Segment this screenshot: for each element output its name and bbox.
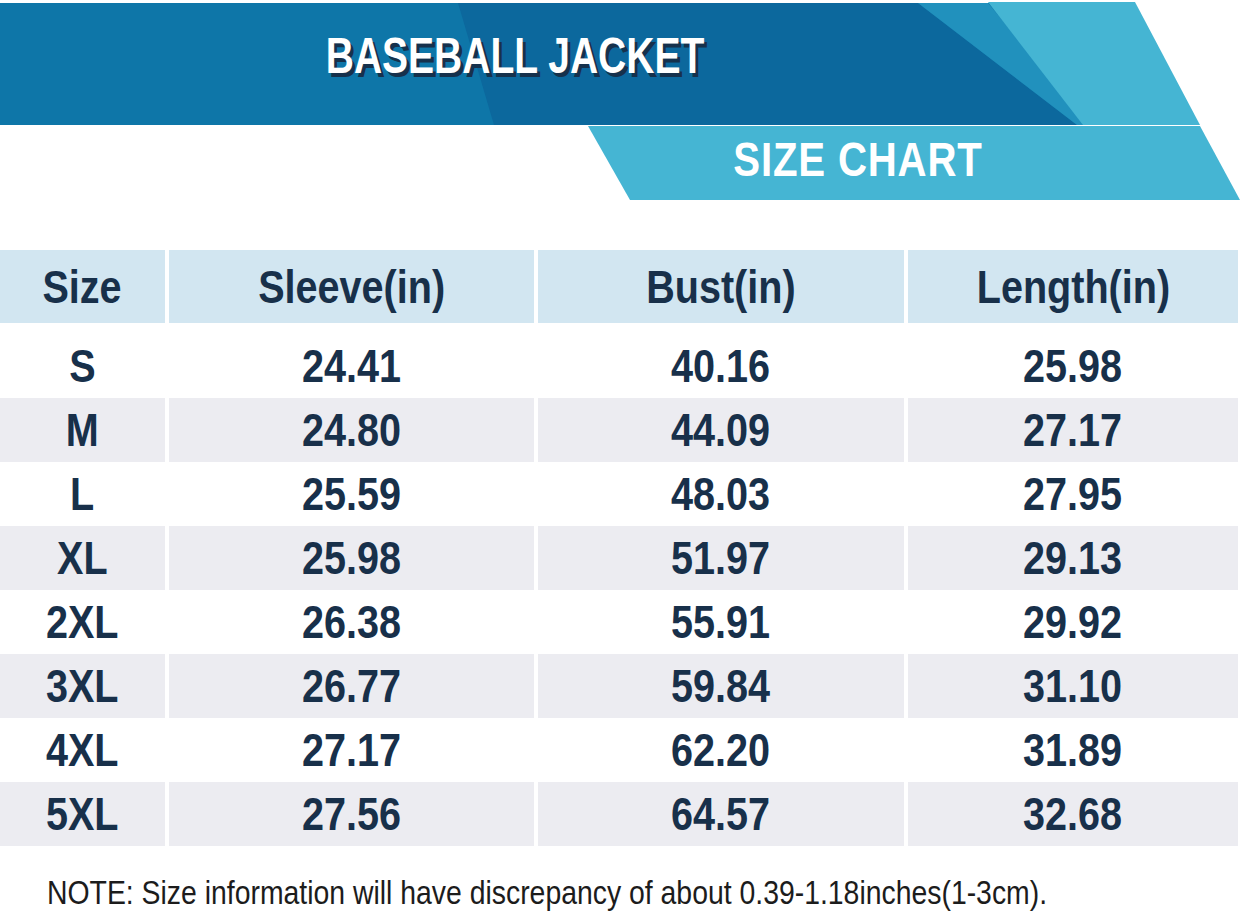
cell-length: 31.89 (908, 718, 1238, 782)
cell-size: S (0, 334, 165, 398)
cell-sleeve: 24.41 (169, 334, 534, 398)
table-header-row: Size Sleeve(in) Bust(in) Length(in) (0, 250, 1238, 323)
cell-bust: 55.91 (538, 590, 904, 654)
cell-bust: 62.20 (538, 718, 904, 782)
cell-bust: 59.84 (538, 654, 904, 718)
size-note: NOTE: Size information will have discrep… (47, 874, 1237, 912)
cell-length: 31.10 (908, 654, 1238, 718)
cell-bust: 40.16 (538, 334, 904, 398)
table-row-l: L 25.59 48.03 27.95 (0, 462, 1238, 526)
cell-sleeve: 25.59 (169, 462, 534, 526)
cell-sleeve: 27.17 (169, 718, 534, 782)
cell-sleeve: 26.38 (169, 590, 534, 654)
size-chart-page: BASEBALL JACKET SIZE CHART Size Sleeve(i… (0, 0, 1243, 919)
cell-length: 27.17 (908, 398, 1238, 462)
cell-sleeve: 24.80 (169, 398, 534, 462)
cell-bust: 48.03 (538, 462, 904, 526)
cell-size: 3XL (0, 654, 165, 718)
cell-size: 4XL (0, 718, 165, 782)
cell-length: 27.95 (908, 462, 1238, 526)
cell-sleeve: 26.77 (169, 654, 534, 718)
page-subtitle: SIZE CHART (637, 133, 1080, 185)
size-note-text: NOTE: Size information will have discrep… (47, 874, 1047, 912)
column-header-length: Length(in) (908, 250, 1238, 323)
cell-length: 25.98 (908, 334, 1238, 398)
page-title: BASEBALL JACKET (113, 27, 916, 85)
table-row-xl: XL 25.98 51.97 29.13 (0, 526, 1238, 590)
cell-bust: 64.57 (538, 782, 904, 846)
cell-size: M (0, 398, 165, 462)
cell-sleeve: 25.98 (169, 526, 534, 590)
table-row-s: S 24.41 40.16 25.98 (0, 334, 1238, 398)
size-table: Size Sleeve(in) Bust(in) Length(in) S 24… (0, 250, 1238, 846)
table-row-2xl: 2XL 26.38 55.91 29.92 (0, 590, 1238, 654)
cell-size: L (0, 462, 165, 526)
cell-size: 5XL (0, 782, 165, 846)
table-row-5xl: 5XL 27.56 64.57 32.68 (0, 782, 1238, 846)
cell-length: 29.13 (908, 526, 1238, 590)
cell-bust: 44.09 (538, 398, 904, 462)
cell-length: 29.92 (908, 590, 1238, 654)
column-header-size: Size (0, 250, 165, 323)
cell-size: 2XL (0, 590, 165, 654)
table-row-3xl: 3XL 26.77 59.84 31.10 (0, 654, 1238, 718)
cell-length: 32.68 (908, 782, 1238, 846)
table-row-m: M 24.80 44.09 27.17 (0, 398, 1238, 462)
column-header-bust: Bust(in) (538, 250, 904, 323)
cell-sleeve: 27.56 (169, 782, 534, 846)
cell-bust: 51.97 (538, 526, 904, 590)
column-header-sleeve: Sleeve(in) (169, 250, 534, 323)
table-row-4xl: 4XL 27.17 62.20 31.89 (0, 718, 1238, 782)
cell-size: XL (0, 526, 165, 590)
